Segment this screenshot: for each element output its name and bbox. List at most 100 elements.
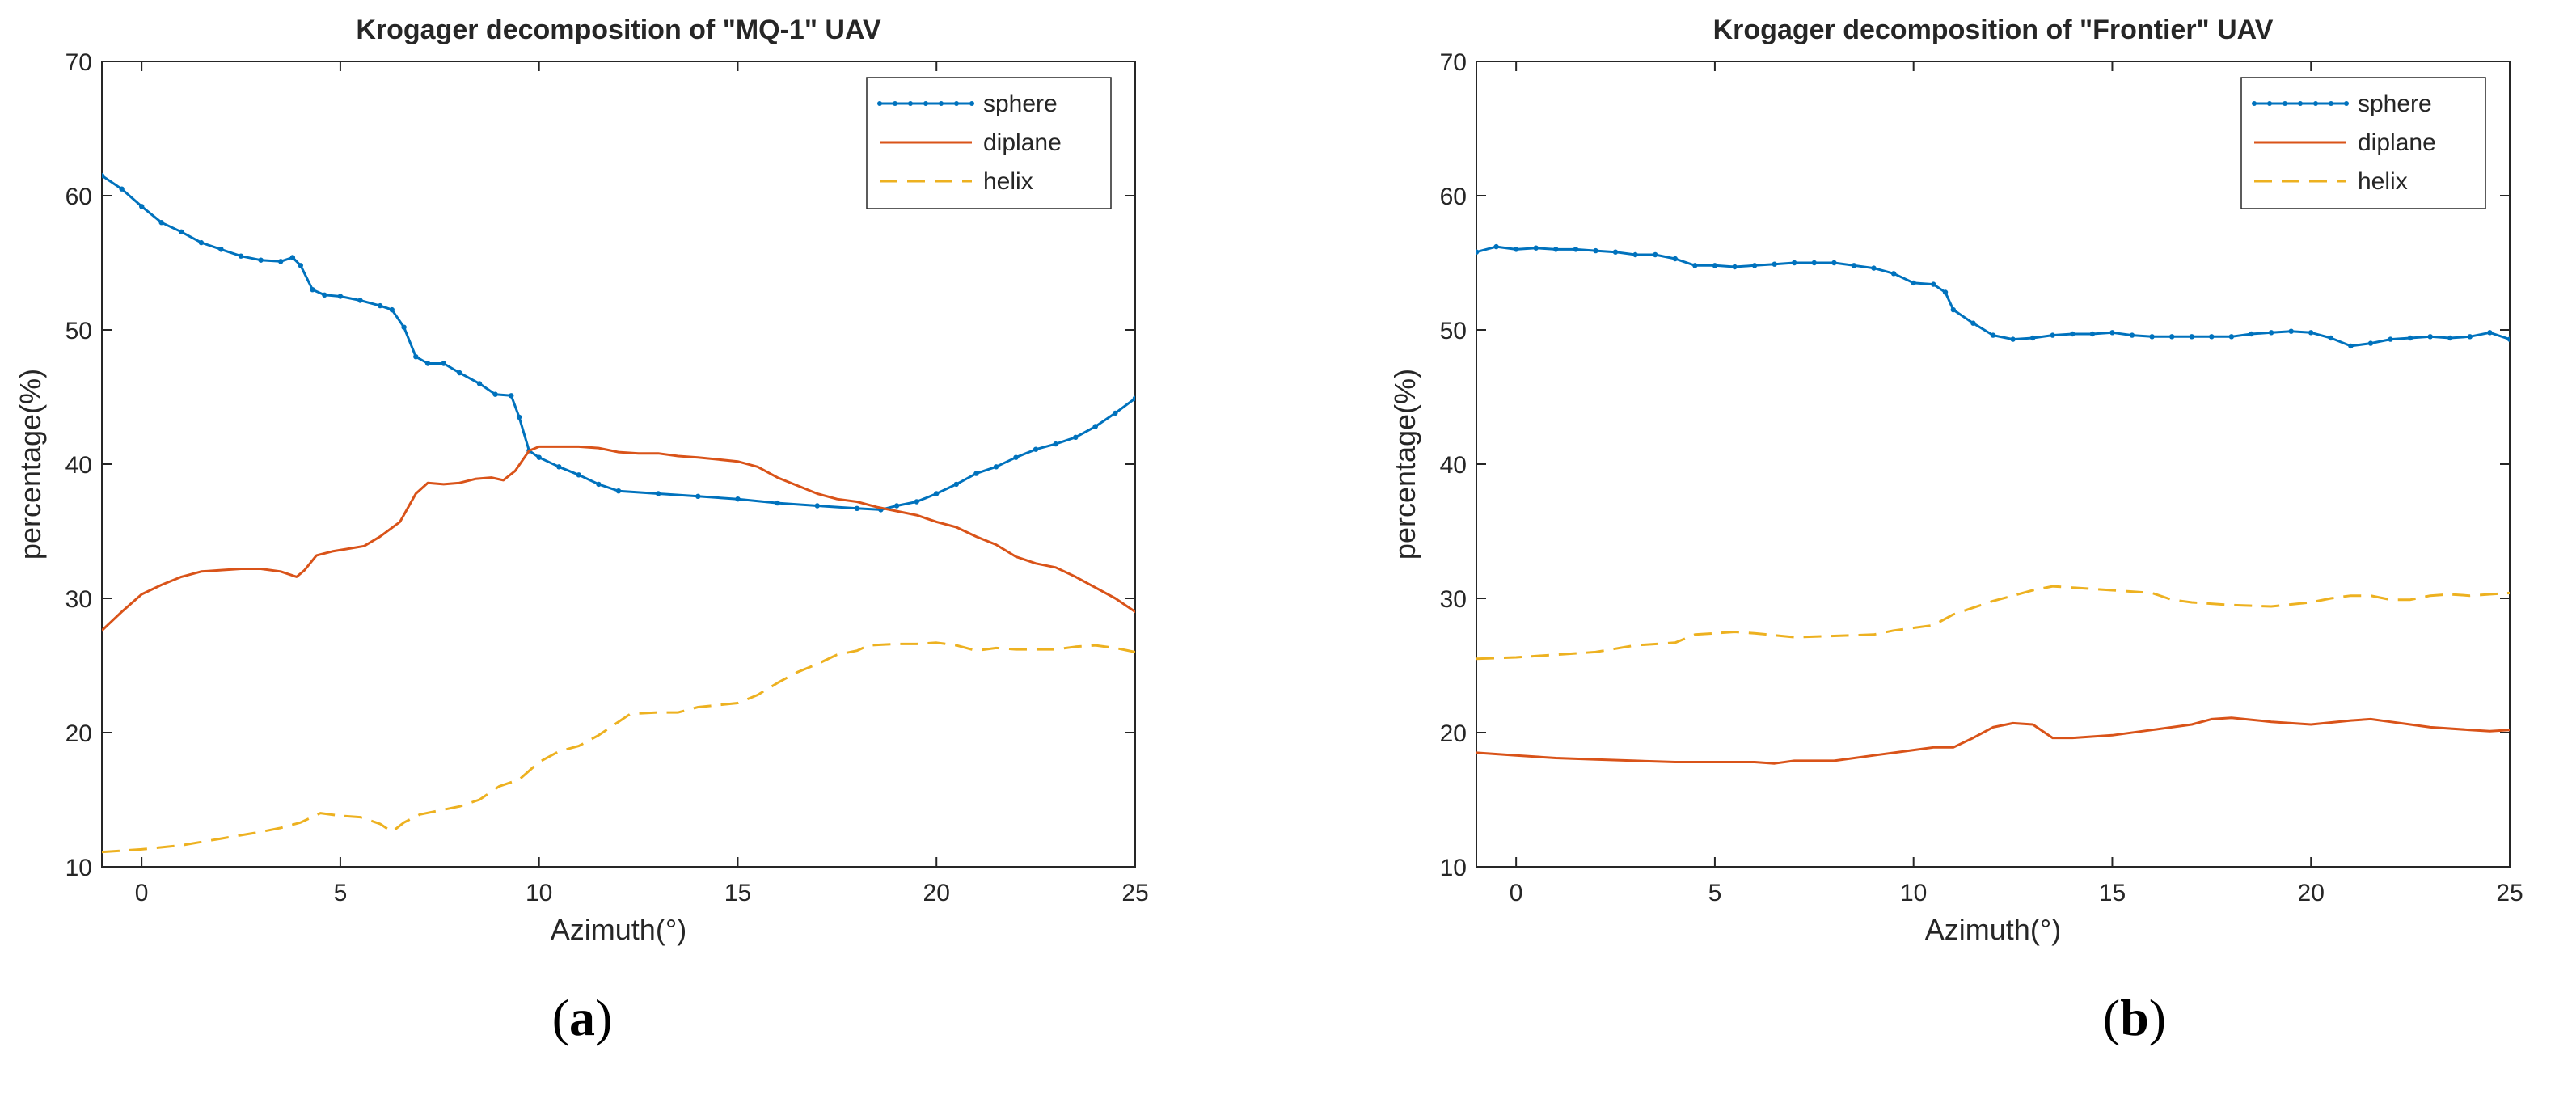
data-point-sphere [2149, 334, 2155, 340]
legend-swatch-dot [2313, 101, 2318, 106]
data-point-sphere [1851, 263, 1857, 268]
data-point-sphere [1751, 263, 1758, 268]
data-point-sphere [1493, 243, 1499, 250]
data-point-sphere [1653, 251, 1658, 258]
data-point-sphere [139, 204, 145, 209]
legend-swatch-dot [893, 101, 897, 106]
data-point-sphere [457, 370, 462, 376]
data-point-sphere [310, 287, 315, 293]
legend-label-sphere: sphere [983, 91, 1058, 117]
data-point-sphere [1632, 251, 1638, 258]
caption-b-letter: b [2120, 989, 2149, 1046]
data-point-sphere [2089, 331, 2096, 337]
data-point-sphere [322, 292, 327, 298]
data-point-sphere [2010, 336, 2016, 342]
data-point-sphere [2189, 334, 2194, 340]
data-point-sphere [337, 294, 344, 299]
data-point-sphere [401, 324, 407, 330]
x-axis-label: Azimuth(°) [1925, 913, 2061, 946]
data-point-sphere [1712, 263, 1718, 268]
data-point-sphere [2288, 328, 2294, 334]
data-point-sphere [1931, 281, 1936, 287]
data-point-sphere [914, 499, 919, 505]
data-point-sphere [556, 464, 562, 470]
data-point-sphere [179, 229, 184, 234]
data-point-sphere [238, 253, 244, 259]
legend-label-diplane: diplane [983, 129, 1062, 156]
data-point-sphere [1514, 247, 1519, 252]
series-line-diplane [1476, 716, 2510, 765]
data-point-sphere [2050, 332, 2055, 338]
data-point-sphere [119, 186, 125, 192]
series-helix [102, 641, 1135, 854]
data-point-sphere [2209, 334, 2215, 340]
data-point-sphere [1732, 264, 1738, 270]
data-point-sphere [298, 263, 303, 268]
y-tick-label: 10 [65, 855, 92, 881]
data-point-sphere [1942, 289, 1949, 295]
x-tick-label: 5 [334, 880, 348, 906]
data-point-sphere [695, 493, 701, 499]
caption-a: (a) [551, 989, 613, 1046]
data-point-sphere [2328, 335, 2333, 341]
data-point-sphere [1811, 260, 1817, 266]
data-point-sphere [1113, 410, 1118, 416]
data-point-sphere [1533, 245, 1539, 251]
legend-swatch-dot [923, 101, 928, 106]
data-point-sphere [278, 259, 284, 264]
data-point-sphere [2070, 331, 2076, 337]
data-point-sphere [814, 503, 820, 509]
x-tick-label: 10 [526, 880, 552, 906]
data-point-sphere [389, 306, 395, 313]
data-point-sphere [424, 361, 431, 366]
data-point-sphere [735, 496, 741, 502]
data-point-sphere [1950, 306, 1956, 313]
data-point-sphere [1476, 249, 1480, 255]
y-tick-label: 30 [65, 586, 92, 613]
data-point-sphere [596, 481, 602, 488]
x-tick-label: 5 [1708, 880, 1722, 906]
data-point-sphere [1132, 395, 1135, 401]
data-point-sphere [536, 454, 542, 460]
data-point-sphere [2308, 330, 2314, 336]
data-point-sphere [492, 391, 498, 397]
data-point-sphere [1573, 247, 1579, 252]
y-tick-label: 50 [65, 318, 92, 344]
legend-swatch-dot [2252, 101, 2257, 106]
data-point-sphere [1672, 256, 1678, 262]
data-point-sphere [2169, 334, 2175, 340]
data-point-sphere [2447, 335, 2453, 341]
data-point-sphere [2487, 330, 2493, 336]
data-point-sphere [2249, 331, 2254, 337]
y-tick-label: 70 [1440, 49, 1467, 76]
y-tick-label: 60 [1440, 184, 1467, 210]
legend-swatch-dot [2267, 101, 2272, 106]
data-point-sphere [218, 247, 224, 252]
legend-swatch-dot [2329, 101, 2333, 106]
series-line-helix [102, 641, 1135, 854]
x-tick-label: 0 [1510, 880, 1523, 906]
series-line-sphere [1476, 245, 2510, 348]
legend-label-helix: helix [983, 168, 1033, 195]
data-point-sphere [1033, 446, 1039, 452]
series-line-helix [1476, 585, 2510, 661]
y-tick-label: 50 [1440, 318, 1467, 344]
legend: sphere diplane helix [2240, 77, 2486, 209]
data-point-sphere [993, 464, 999, 470]
x-tick-label: 10 [1900, 880, 1927, 906]
y-tick-label: 30 [1440, 586, 1467, 613]
data-point-sphere [2129, 332, 2135, 338]
data-point-sphere [2467, 334, 2473, 340]
data-point-sphere [102, 172, 105, 179]
data-point-sphere [893, 503, 900, 509]
x-tick-label: 25 [1121, 880, 1148, 906]
data-point-sphere [1792, 260, 1797, 266]
y-axis-label: percentage(%) [14, 369, 47, 560]
chart-panel-a: Krogager decomposition of "MQ-1" UAV 0 5 10… [0, 0, 1261, 1094]
data-point-sphere [854, 505, 860, 511]
data-point-sphere [1553, 247, 1559, 252]
legend-swatch-dot [2298, 101, 2303, 106]
data-point-sphere [357, 298, 363, 303]
data-point-sphere [953, 481, 960, 488]
data-point-sphere [441, 361, 446, 366]
